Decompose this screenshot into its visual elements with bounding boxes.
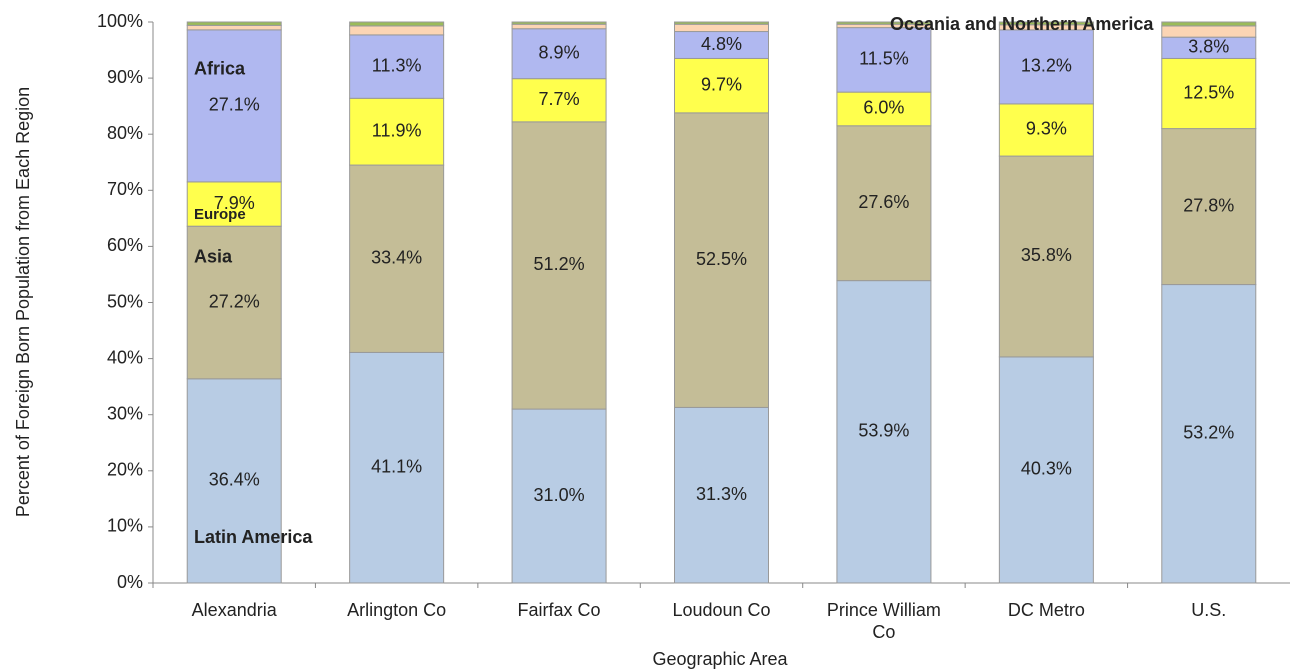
y-tick-label: 40% [107,347,143,367]
data-label: 11.5% [859,49,909,69]
y-axis-label: Percent of Foreign Born Population from … [13,87,33,517]
data-label: 3.8% [1188,37,1229,57]
data-label: 31.3% [696,484,747,504]
data-label: 41.1% [371,456,422,476]
bar-segment [349,97,445,166]
x-tick-label: DC Metro [1007,600,1085,620]
bar-segment [1161,57,1257,130]
bar-segment [998,21,1094,26]
bar-segment [1161,128,1257,286]
data-label: 27.1% [209,95,260,115]
y-tick-label: 30% [107,403,143,423]
y-tick-label: 10% [107,516,143,536]
region-label: Africa [194,58,246,78]
data-label: 7.9% [214,193,255,213]
data-label: 7.7% [539,89,580,109]
data-label: 13.2% [1021,56,1072,76]
data-label: 36.4% [209,470,260,490]
bar-segment [349,34,445,99]
bar-segment [836,21,932,25]
bar-segment [836,125,932,282]
bar-segment [186,378,282,584]
region-label: Oceania and Northern America [890,14,1154,34]
bar-segment [511,28,607,80]
x-tick-label: U.S. [1191,600,1227,620]
bar-segment [836,280,932,584]
bar-segment [186,225,282,380]
bar-segment [674,21,769,25]
x-tick-label: Prince William Co [826,600,941,642]
data-label: 4.8% [701,34,742,54]
bar-segment [511,21,607,25]
bar-segment [349,25,445,36]
y-tick-label: 70% [107,179,143,199]
data-label: 51.2% [534,254,585,274]
data-label: 12.5% [1183,82,1234,102]
data-label: 11.3% [372,55,422,75]
region-label: Asia [194,246,233,266]
x-tick-label: Arlington Co [347,600,447,620]
bar-segment [674,57,769,114]
data-label: 9.3% [1026,119,1067,139]
bar-segment [186,29,282,183]
region-label: Europe [194,206,246,223]
bar-segment [186,181,282,227]
bar-segment [1161,21,1257,27]
bar-segment [1161,25,1257,38]
y-tick-label: 80% [107,123,143,143]
bar-segment [998,356,1094,584]
x-tick-label: Fairfax Co [517,600,601,620]
bar-segment [1161,284,1257,584]
bar-segment [674,112,769,408]
data-label: 40.3% [1021,459,1072,479]
data-label: 53.2% [1183,423,1234,443]
bar-segment [349,21,445,27]
bar-segment [186,21,282,26]
data-label: 8.9% [539,42,580,62]
y-tick-label: 60% [107,235,143,255]
data-label: 27.6% [858,192,909,212]
x-axis-label: Geographic Area [652,649,788,669]
bar-segment [998,29,1094,105]
data-label: 9.7% [701,74,742,94]
y-tick-label: 50% [107,291,143,311]
bar-segment [349,164,445,353]
x-tick-label: Loudoun Co [672,600,771,620]
bar-segment [186,24,282,31]
y-tick-label: 0% [117,572,143,592]
bar-segment [836,27,932,93]
data-label: 11.9% [372,120,422,140]
data-label: 6.0% [863,98,904,118]
x-tick-label: Alexandria [191,600,277,620]
data-label: 35.8% [1021,245,1072,265]
y-tick-label: 100% [97,11,143,31]
data-label: 27.8% [1183,195,1234,215]
region-label: Latin America [194,527,313,547]
bar-segment [998,155,1094,358]
y-tick-label: 20% [107,460,143,480]
data-label: 31.0% [534,485,585,505]
bar-segment [511,23,607,30]
data-label: 52.5% [696,249,747,269]
bar-segment [674,23,769,33]
data-label: 33.4% [371,247,422,267]
data-label: 27.2% [209,291,260,311]
y-tick-label: 90% [107,67,143,87]
bar-segment [511,121,607,410]
data-label: 53.9% [858,421,909,441]
